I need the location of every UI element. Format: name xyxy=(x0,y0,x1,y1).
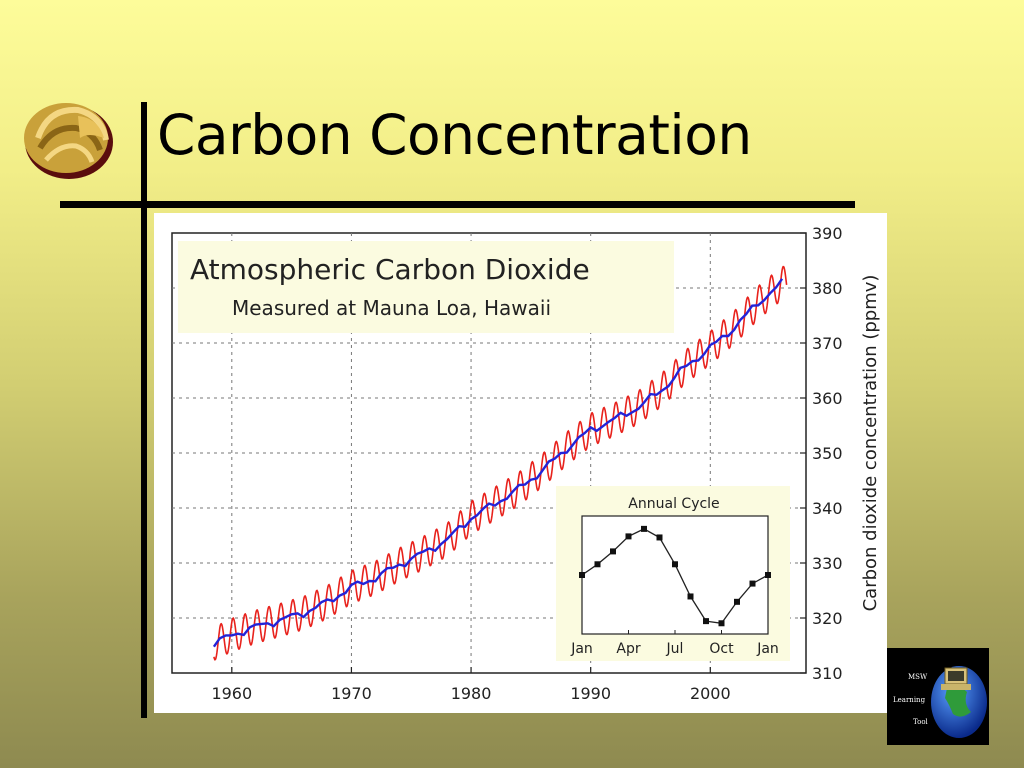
y-tick-label: 360 xyxy=(812,389,843,408)
horizontal-rule xyxy=(60,201,855,208)
annual-cycle-inset: Annual Cycle Jan Apr Jul Oct Jan xyxy=(556,486,790,661)
inset-title: Annual Cycle xyxy=(628,496,719,512)
msw-learning-tool-badge: MSW Learning Tool xyxy=(887,648,989,745)
chart-subtitle: Measured at Mauna Loa, Hawaii xyxy=(232,296,551,320)
annual-cycle-point xyxy=(656,534,663,541)
y-tick-label: 310 xyxy=(812,664,843,683)
y-axis-ticks: 310 320 330 340 350 360 370 380 390 xyxy=(800,224,843,683)
y-tick-label: 320 xyxy=(812,609,843,628)
x-tick-label: 1980 xyxy=(451,684,492,703)
annual-cycle-point xyxy=(610,548,616,555)
globe-computer-icon xyxy=(931,666,987,738)
inset-x-tick-label: Jan xyxy=(756,641,779,657)
vertical-rule xyxy=(141,102,147,718)
annual-cycle-point xyxy=(734,598,740,605)
inset-x-tick-label: Jul xyxy=(666,641,684,657)
annual-average-co2-series xyxy=(212,278,784,648)
annual-cycle-point xyxy=(641,525,647,532)
annual-cycle-point xyxy=(749,580,756,587)
inset-x-axis-ticks: Jan Apr Jul Oct Jan xyxy=(570,630,779,657)
annual-cycle-point xyxy=(687,593,694,600)
inset-x-tick-label: Apr xyxy=(616,641,640,657)
annual-cycle-point xyxy=(718,620,725,627)
chart-title: Atmospheric Carbon Dioxide xyxy=(190,253,590,286)
y-tick-label: 340 xyxy=(812,499,843,518)
annual-cycle-point xyxy=(703,618,709,625)
y-tick-label: 370 xyxy=(812,334,843,353)
x-tick-label: 2000 xyxy=(690,684,731,703)
co2-chart: 310 320 330 340 350 360 370 380 390 1960 1970 1980… xyxy=(171,224,881,703)
annual-cycle-point xyxy=(579,572,585,578)
y-tick-label: 330 xyxy=(812,554,843,573)
annual-cycle-series xyxy=(579,525,771,627)
badge-line2: Learning xyxy=(893,696,926,704)
x-tick-label: 1970 xyxy=(331,684,372,703)
y-tick-label: 390 xyxy=(812,224,843,243)
inset-x-tick-label: Oct xyxy=(709,641,734,657)
badge-line3: Tool xyxy=(913,718,928,726)
annual-cycle-point xyxy=(594,561,601,568)
annual-cycle-point xyxy=(672,561,678,568)
x-tick-label: 1960 xyxy=(211,684,252,703)
monthly-co2-series xyxy=(213,265,788,661)
annual-cycle-point xyxy=(625,533,632,540)
co2-chart-image: 310 320 330 340 350 360 370 380 390 1960 1970 1980… xyxy=(154,213,887,713)
slide-title: Carbon Concentration xyxy=(157,103,752,167)
badge-line1: MSW xyxy=(908,673,928,681)
y-tick-label: 380 xyxy=(812,279,843,298)
x-tick-label: 1990 xyxy=(570,684,611,703)
title-box xyxy=(178,241,674,333)
annual-cycle-point xyxy=(765,572,771,578)
inset-plot-area xyxy=(581,515,769,635)
monthly-co2-line xyxy=(213,265,788,661)
inset-x-tick-label: Jan xyxy=(570,641,593,657)
annual-average-co2-line xyxy=(212,278,784,648)
y-tick-label: 350 xyxy=(812,444,843,463)
gold-pegasus-logo-icon xyxy=(18,88,118,188)
x-axis-ticks: 1960 1970 1980 1990 2000 xyxy=(211,667,731,703)
y-axis-label: Carbon dioxide concentration (ppmv) xyxy=(860,275,881,612)
